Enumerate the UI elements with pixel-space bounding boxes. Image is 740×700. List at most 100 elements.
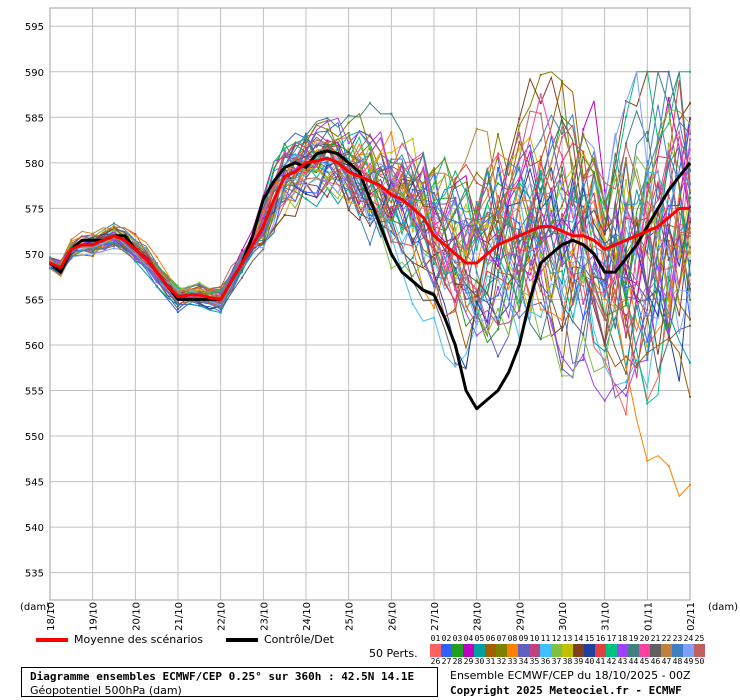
member-point [155,281,158,284]
member-point [561,81,563,84]
member-point [454,177,457,180]
member-point [454,282,457,285]
member-point [646,70,649,73]
member-point [603,291,606,294]
member-point [646,166,649,169]
member-point [518,132,521,135]
member-point [134,257,137,259]
member-point [70,257,73,260]
y-tick-label: 570 [25,250,44,261]
member-point [518,336,521,339]
member-point [539,254,542,257]
member-point [390,212,393,215]
member-point [603,201,606,204]
member-point [283,142,286,145]
member-id-label: 08 [507,634,518,643]
y-tick-label: 550 [25,432,44,443]
member-point [561,253,563,256]
member-color-swatch [639,650,650,657]
member-point [155,274,158,277]
member-point [433,245,435,248]
member-point [70,255,73,258]
member-point [475,205,478,208]
member-point [625,115,627,118]
member-point [305,151,307,154]
member-point [390,205,393,208]
member-point [646,233,649,236]
member-point [454,209,457,212]
member-point [326,142,329,145]
member-point [539,272,542,275]
member-point [305,172,307,175]
member-color-swatch [463,644,474,651]
member-point [603,206,606,209]
member-point [646,215,649,218]
member-color-swatch [507,644,518,651]
member-color-swatch [551,644,562,651]
member-point [518,124,521,127]
member-point [582,281,585,284]
member-point [91,248,94,251]
member-point [475,278,478,281]
copyright: Copyright 2025 Meteociel.fr - ECMWF [450,684,682,697]
member-point [582,213,585,216]
member-point [497,174,499,177]
member-point [433,202,435,205]
member-color-swatch [584,650,595,657]
member-point [454,310,457,313]
member-point [305,184,307,187]
member-point [561,166,563,169]
member-color-swatch [606,644,617,651]
member-id-label: 13 [562,634,573,643]
member-point [603,264,606,267]
x-tick-label: 24/10 [302,602,313,631]
member-point [305,157,307,160]
member-color-swatch [639,644,650,651]
member-point [667,104,670,107]
member-point [667,278,670,281]
member-point [390,161,393,164]
member-point [390,190,393,193]
member-id-label: 44 [628,657,639,666]
member-point [475,236,478,239]
member-point [155,255,158,258]
member-point [454,243,457,246]
member-point [539,169,542,172]
member-point [70,245,73,248]
members-count-label: 50 Perts. [369,647,418,660]
member-point [262,210,265,213]
member-point [390,217,393,220]
member-point [433,259,435,262]
member-point [390,112,393,115]
member-color-swatch [562,644,573,651]
plot-border [49,7,691,601]
member-point [625,286,627,289]
member-point [369,193,371,196]
member-color-swatch [573,644,584,651]
member-point [49,265,51,268]
member-point [667,225,670,228]
member-point [518,259,521,262]
x-tick-label: 19/10 [89,602,100,631]
member-point [433,203,435,206]
member-point [49,256,51,259]
member-point [433,230,435,233]
member-point [475,230,478,233]
member-point [625,202,627,205]
member-point [518,117,521,120]
member-point [369,133,371,136]
member-id-label: 12 [551,634,562,643]
member-point [539,301,542,304]
member-point [262,216,265,219]
y-tick-label: 555 [25,387,44,398]
member-point [689,183,691,186]
y-tick-label: 575 [25,204,44,215]
member-point [689,221,691,224]
member-point [283,147,286,150]
member-point [646,308,649,311]
member-point [646,291,649,294]
member-point [326,164,329,167]
member-color-swatch [617,650,628,657]
member-point [582,179,585,182]
member-point [582,266,585,269]
